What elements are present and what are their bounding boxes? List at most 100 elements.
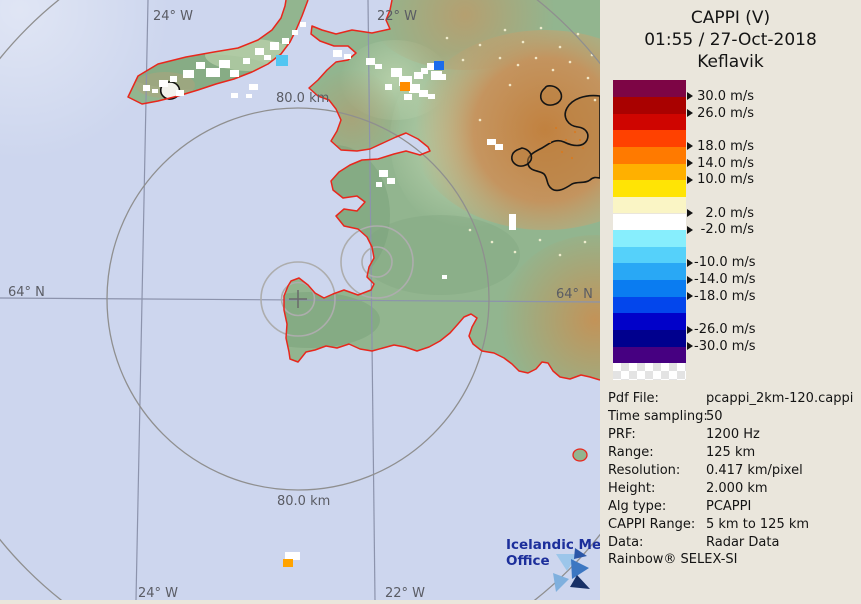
colorbar-tick-arrow-icon (687, 209, 693, 217)
radar-echo-cell (230, 70, 239, 77)
colorbar-band (613, 146, 686, 164)
metadata-label: Height: (608, 481, 656, 496)
radar-echo-cell (375, 64, 382, 69)
colorbar-tick-label: 14.0 m/s (697, 155, 754, 171)
colorbar-tick-arrow-icon (687, 292, 693, 301)
colorbar-nodata-checker (613, 363, 686, 381)
colorbar-tick-arrow-icon (687, 159, 693, 168)
colorbar-tick-label: -26.0 m/s (694, 322, 756, 338)
metadata-row: Height: 2.000 km (608, 480, 858, 497)
metadata-row: Alg type: PCAPPI (608, 498, 858, 515)
colorbar-band (613, 130, 686, 147)
colorbar-tick-arrow-icon (687, 175, 693, 184)
metadata-value: pcappi_2km-120.cappi (706, 391, 854, 406)
radar-echo-cell (219, 60, 230, 68)
radar-echo-cell (196, 62, 205, 69)
highland-contours (511, 85, 601, 192)
metadata-value: PCAPPI (706, 499, 752, 514)
label-lat-64n-right: 64° N (556, 287, 593, 302)
radar-echo-cell (143, 85, 150, 91)
graticule (0, 0, 601, 601)
colorbar-tick-label: 30.0 m/s (697, 88, 754, 104)
radar-echo-cell (509, 214, 516, 230)
radar-echo-cell (276, 55, 288, 66)
product-timestamp: 01:55 / 27-Oct-2018 (644, 30, 817, 50)
metadata-label: Time sampling: (608, 409, 708, 424)
colorbar-tick-arrow-icon (687, 142, 693, 151)
terrain-speckles (445, 26, 597, 257)
radar-echo-cell (243, 58, 250, 64)
metadata-row: Range: 125 km (608, 444, 858, 461)
metadata-value: 5 km to 125 km (706, 517, 810, 532)
colorbar-tick-arrow-icon (687, 342, 693, 351)
colorbar-tick-arrow-icon (687, 225, 693, 234)
colorbar-tick-arrow-icon (687, 92, 693, 101)
metadata-row: Resolution: 0.417 km/pixel (608, 462, 858, 479)
metadata-row: Pdf File: pcappi_2km-120.cappi (608, 390, 858, 407)
colorbar-band (613, 163, 686, 181)
colorbar-tick-label: -10.0 m/s (694, 255, 756, 271)
colorbar-tick-label: -14.0 m/s (694, 272, 756, 288)
radar-echo-cell (404, 94, 412, 100)
radar-echo-cell (428, 94, 435, 99)
info-panel: CAPPI (V) 01:55 / 27-Oct-2018 Keflavik 3… (600, 0, 861, 600)
radar-echo-cell (409, 84, 420, 93)
radar-echo-cell (439, 74, 446, 80)
metadata-value: Radar Data (706, 535, 780, 550)
label-lat-64n-left: 64° N (8, 285, 45, 300)
label-range-80km-top: 80.0 km (276, 91, 329, 106)
label-lon-24w-bottom: 24° W (138, 586, 178, 600)
colorbar-band (613, 230, 686, 247)
metadata-value: 1200 Hz (706, 427, 760, 442)
metadata-value: 2.000 km (706, 481, 768, 496)
radar-echo-cell (387, 178, 395, 184)
radar-echo-cell (283, 559, 293, 567)
radar-echo-cell (176, 90, 184, 96)
colorbar-tick-label: 10.0 m/s (697, 172, 754, 188)
met-office-logo: Icelandic Met Office (506, 537, 608, 592)
metadata-label: Alg type: (608, 499, 667, 514)
radar-echo-cell (376, 182, 382, 187)
metadata-value: 0.417 km/pixel (706, 463, 803, 478)
radar-map: 24° W 22° W 80.0 km 80.0 km 64° N 64° N … (0, 0, 682, 604)
radar-echo-cell (427, 63, 436, 70)
radar-echo-cell (391, 68, 402, 77)
metadata-value: 125 km (706, 445, 756, 460)
colorbar-band (613, 280, 686, 297)
radar-echo-cell (231, 93, 238, 98)
label-lon-22w-bottom: 22° W (385, 586, 425, 600)
colorbar-tick-label: -18.0 m/s (694, 288, 756, 304)
radar-echo-cell (264, 55, 271, 60)
colorbar-tick-arrow-icon (687, 275, 693, 284)
colorbar-band (613, 96, 686, 114)
radar-echo-cell (379, 170, 388, 177)
radar-echo-cell (434, 61, 444, 70)
radar-echo-cell (170, 76, 177, 82)
colorbar-tick-label: 18.0 m/s (697, 138, 754, 154)
met-office-logo-text-line1: Icelandic Met (506, 537, 600, 553)
highland-orange-dots (548, 126, 585, 160)
radar-echo-cell (300, 22, 306, 27)
metadata-label: Data: (608, 535, 644, 550)
radar-site-name: Keflavik (697, 52, 764, 72)
title-block: CAPPI (V) 01:55 / 27-Oct-2018 Keflavik (600, 7, 861, 73)
velocity-colorbar: 30.0 m/s 26.0 m/s 18.0 m/s 14.0 m/s 10.0 m/s… (600, 0, 861, 600)
metadata-value: 50 (706, 409, 723, 424)
radar-echo-cell (431, 71, 442, 80)
software-credit: Rainbow® SELEX-SI (608, 552, 738, 567)
radar-echo-cell (255, 48, 264, 55)
label-range-80km-bottom: 80.0 km (277, 494, 330, 509)
colorbar-tick-label: 26.0 m/s (697, 105, 754, 121)
label-lon-22w-top: 22° W (377, 9, 417, 24)
radar-echo-cell (414, 72, 423, 79)
radar-echo-cell (421, 68, 428, 74)
radar-site-markers (260, 225, 414, 337)
radar-echo-cell (399, 76, 412, 86)
small-island (572, 448, 588, 462)
radar-echo-cell (487, 139, 496, 145)
product-title: CAPPI (V) (690, 8, 771, 28)
radar-echo-cell (159, 80, 168, 87)
metadata-label: Range: (608, 445, 654, 460)
radar-echo-cell (366, 58, 375, 65)
